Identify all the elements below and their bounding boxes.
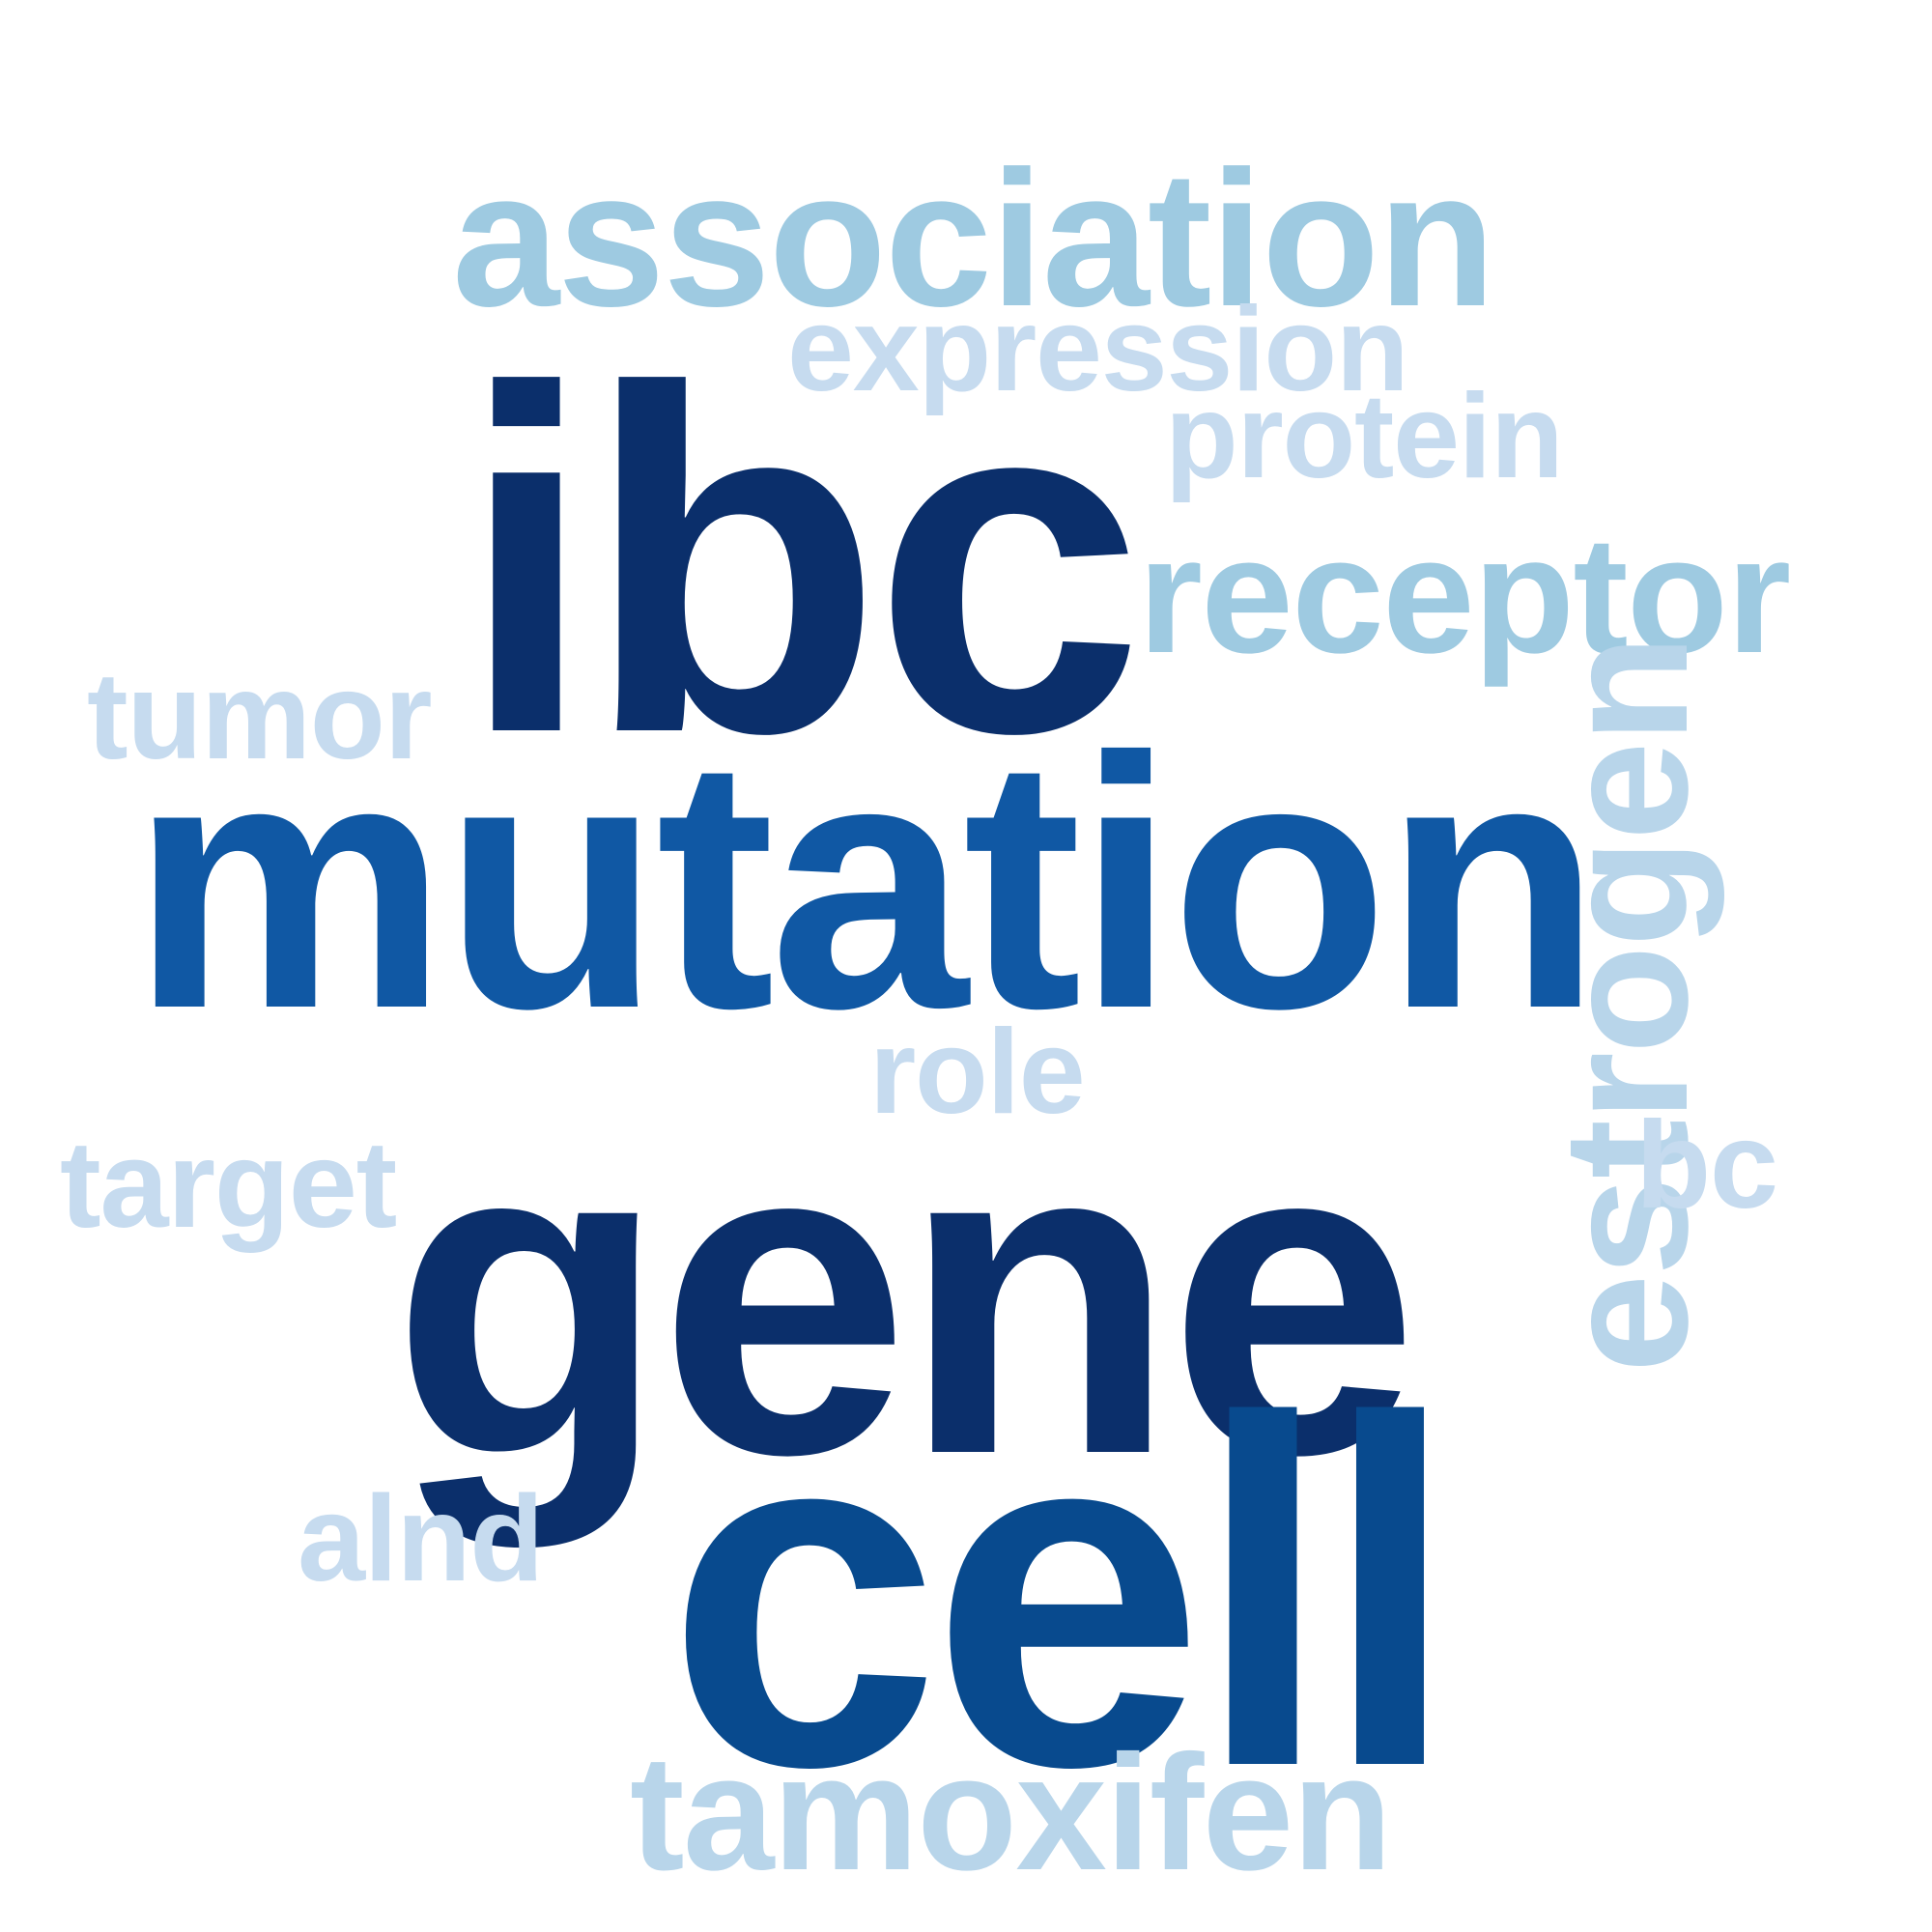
word-tamoxifen: tamoxifen: [630, 1721, 1392, 1905]
word-target: target: [60, 1116, 397, 1254]
word-alnd: alnd: [298, 1470, 544, 1606]
word-gene: gene: [391, 1043, 1419, 1548]
word-receptor: receptor: [1138, 502, 1791, 688]
word-role: role: [869, 1006, 1086, 1139]
word-association: association: [452, 131, 1495, 347]
word-cell: cell: [667, 1319, 1459, 1869]
word-bc: bc: [1635, 1096, 1778, 1235]
word-protein: protein: [1165, 370, 1564, 503]
word-estrogen: estrogen: [1525, 636, 1724, 1374]
word-tumor: tumor: [87, 647, 433, 785]
word-ibc: ibc: [459, 290, 1144, 835]
word-mutation: mutation: [130, 684, 1602, 1083]
word-expression: expression: [787, 283, 1409, 416]
